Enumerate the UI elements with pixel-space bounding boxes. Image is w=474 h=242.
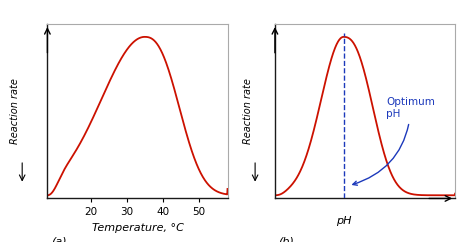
Text: Optimum
pH: Optimum pH	[353, 97, 435, 185]
X-axis label: Temperature, °C: Temperature, °C	[91, 223, 183, 233]
Text: (a): (a)	[51, 237, 67, 242]
Text: pH: pH	[336, 216, 351, 226]
Text: Reaction rate: Reaction rate	[10, 78, 20, 144]
Text: (b): (b)	[279, 237, 294, 242]
Text: Reaction rate: Reaction rate	[243, 78, 253, 144]
